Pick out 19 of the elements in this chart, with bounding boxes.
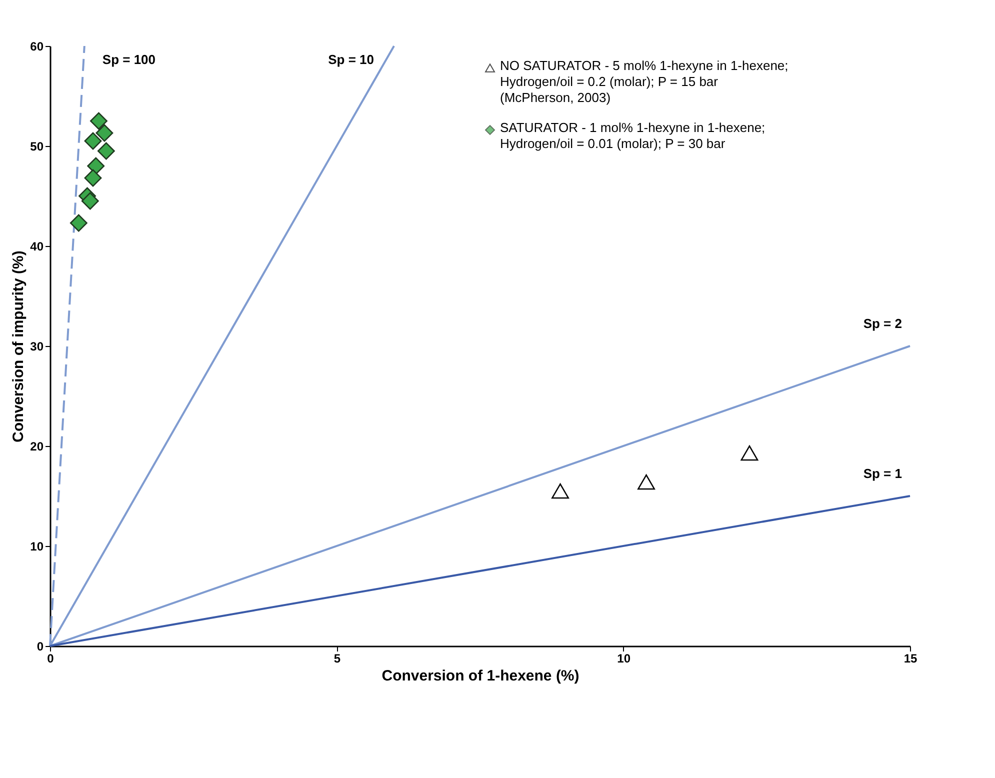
y-tick-label: 40 [30, 240, 44, 254]
y-tick-label: 10 [30, 540, 44, 554]
y-tick-label: 30 [30, 340, 44, 354]
x-tick-label: 15 [904, 652, 918, 666]
y-tick-label: 20 [30, 440, 44, 454]
y-axis-title: Conversion of impurity (%) [10, 250, 28, 442]
x-axis-title: Conversion of 1-hexene (%) [382, 668, 580, 684]
y-tick-label: 0 [36, 640, 44, 654]
legend-label: SATURATOR - 1 mol% 1-hexyne in 1-hexene; Hydrogen/oil = 0.01 (molar); P = 30 bar [500, 120, 766, 151]
series-label: Sp = 1 [863, 466, 902, 481]
y-tick-label: 50 [30, 140, 44, 154]
x-tick-label: 5 [334, 652, 341, 666]
x-tick-label: 0 [47, 652, 54, 666]
series-label: Sp = 10 [328, 52, 374, 67]
series-label: Sp = 100 [102, 52, 156, 67]
x-tick-label: 10 [617, 652, 631, 666]
y-tick-label: 60 [30, 40, 44, 54]
legend-label: NO SATURATOR - 5 mol% 1-hexyne in 1-hexene; Hydrogen/oil = 0.2 (molar); P = 15 bar (McPherson, 2003) [500, 58, 788, 105]
series-label: Sp = 2 [863, 316, 902, 331]
